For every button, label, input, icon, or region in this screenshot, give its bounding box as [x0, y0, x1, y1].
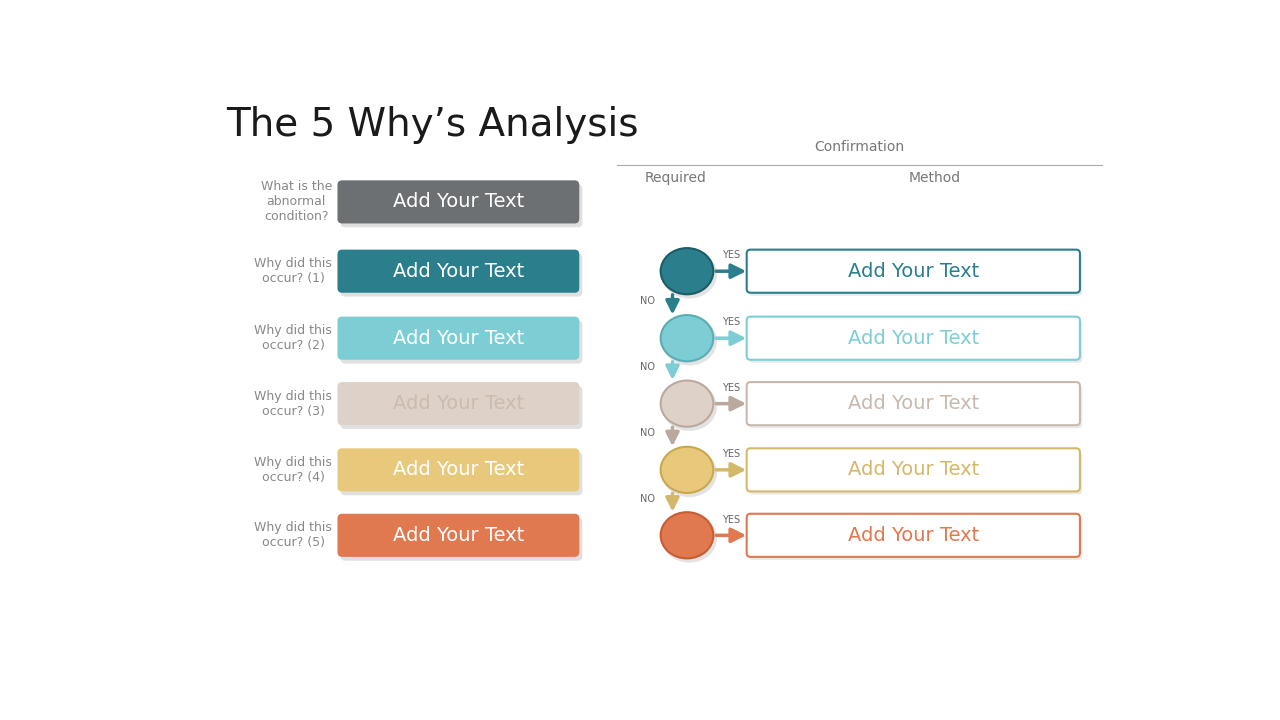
- FancyBboxPatch shape: [338, 180, 580, 223]
- FancyBboxPatch shape: [746, 449, 1080, 492]
- FancyBboxPatch shape: [340, 452, 582, 495]
- Text: NO: NO: [640, 494, 655, 504]
- Text: Add Your Text: Add Your Text: [393, 329, 524, 348]
- Text: Required: Required: [644, 171, 707, 185]
- Ellipse shape: [660, 512, 713, 559]
- Text: Add Your Text: Add Your Text: [393, 394, 524, 413]
- FancyBboxPatch shape: [746, 250, 1080, 293]
- Text: YES: YES: [722, 515, 740, 525]
- Text: YES: YES: [722, 383, 740, 393]
- FancyBboxPatch shape: [340, 518, 582, 561]
- FancyBboxPatch shape: [746, 382, 1080, 426]
- FancyBboxPatch shape: [340, 253, 582, 297]
- Text: Why did this
occur? (1): Why did this occur? (1): [255, 257, 332, 285]
- Text: Why did this
occur? (4): Why did this occur? (4): [255, 456, 332, 484]
- Text: Add Your Text: Add Your Text: [847, 460, 979, 480]
- Ellipse shape: [662, 382, 717, 431]
- Ellipse shape: [662, 514, 717, 562]
- Text: Add Your Text: Add Your Text: [393, 192, 524, 212]
- Text: The 5 Why’s Analysis: The 5 Why’s Analysis: [225, 106, 639, 144]
- FancyBboxPatch shape: [338, 382, 580, 426]
- FancyBboxPatch shape: [338, 250, 580, 293]
- FancyBboxPatch shape: [340, 386, 582, 429]
- Text: Why did this
occur? (5): Why did this occur? (5): [255, 521, 332, 549]
- Ellipse shape: [660, 446, 713, 493]
- Text: Why did this
occur? (2): Why did this occur? (2): [255, 324, 332, 352]
- Text: Add Your Text: Add Your Text: [847, 329, 979, 348]
- Text: Add Your Text: Add Your Text: [847, 526, 979, 545]
- Text: Add Your Text: Add Your Text: [847, 261, 979, 281]
- FancyBboxPatch shape: [340, 184, 582, 228]
- FancyBboxPatch shape: [749, 385, 1083, 428]
- Text: Confirmation: Confirmation: [814, 140, 905, 154]
- Text: NO: NO: [640, 428, 655, 438]
- FancyBboxPatch shape: [749, 253, 1083, 296]
- FancyBboxPatch shape: [749, 320, 1083, 363]
- Text: Add Your Text: Add Your Text: [393, 526, 524, 545]
- Text: Method: Method: [909, 171, 961, 185]
- FancyBboxPatch shape: [338, 449, 580, 492]
- FancyBboxPatch shape: [338, 514, 580, 557]
- FancyBboxPatch shape: [340, 320, 582, 364]
- FancyBboxPatch shape: [746, 317, 1080, 360]
- Ellipse shape: [662, 317, 717, 366]
- Ellipse shape: [660, 248, 713, 294]
- Text: Add Your Text: Add Your Text: [393, 460, 524, 480]
- Text: NO: NO: [640, 296, 655, 306]
- Ellipse shape: [662, 449, 717, 498]
- Text: Add Your Text: Add Your Text: [847, 394, 979, 413]
- FancyBboxPatch shape: [749, 451, 1083, 495]
- Text: What is the
abnormal
condition?: What is the abnormal condition?: [261, 181, 332, 223]
- Text: YES: YES: [722, 449, 740, 459]
- Text: YES: YES: [722, 251, 740, 261]
- Ellipse shape: [660, 381, 713, 427]
- Ellipse shape: [662, 250, 717, 299]
- Text: Add Your Text: Add Your Text: [393, 261, 524, 281]
- Text: NO: NO: [640, 362, 655, 372]
- FancyBboxPatch shape: [338, 317, 580, 360]
- Text: Why did this
occur? (3): Why did this occur? (3): [255, 390, 332, 418]
- Text: YES: YES: [722, 318, 740, 328]
- FancyBboxPatch shape: [749, 517, 1083, 560]
- Ellipse shape: [660, 315, 713, 361]
- FancyBboxPatch shape: [746, 514, 1080, 557]
